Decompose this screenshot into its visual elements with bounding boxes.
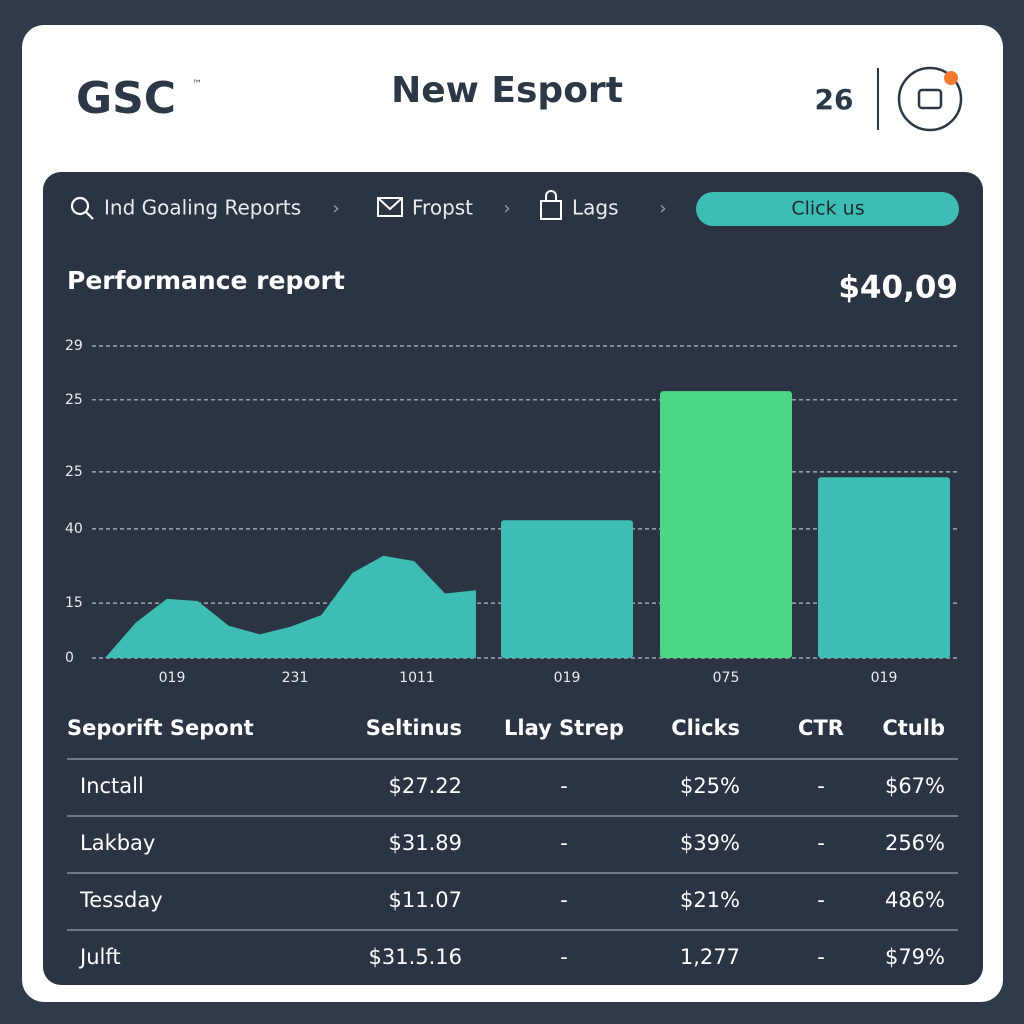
report-title: Performance report [67,266,345,295]
count: 26 [815,83,854,116]
y-tick-label: 29 [65,338,83,354]
chevron: › [659,198,666,219]
cell: Julft [78,945,121,969]
cell: 256% [885,831,945,855]
cell: $31.89 [389,831,462,855]
bar [818,477,950,658]
x-tick-label: 075 [713,670,740,686]
cta-button[interactable]: Click us [696,192,959,226]
y-tick-label: 0 [65,650,74,666]
cell: $11.07 [389,888,462,912]
nav-item: Fropst [412,196,473,220]
table: Seporift Sepont Seltinus Llay Strep Clicks C… [67,716,958,969]
cell: 1,277 [680,945,740,969]
icon [545,190,557,201]
cell: Tessday [79,888,163,912]
column-header: Llay Strep [504,716,624,740]
x-tick-label: 019 [871,670,898,686]
chart: 0 15 40 25 25 29 019 231 1011 019 075 019 [65,338,958,686]
cell: - [817,945,825,969]
chevron: › [503,198,510,219]
cell: Inctall [80,774,144,798]
bar [501,520,633,658]
icon-ring [897,66,963,132]
logo-mark: ™ [192,79,202,90]
page-title: New Esport [391,70,623,111]
x-tick-label: 1011 [399,670,435,686]
icon [70,196,90,216]
cell: Lakbay [80,831,155,855]
logo: GSC [76,73,176,124]
cell: - [560,888,568,912]
icon [377,197,403,211]
y-tick-label: 25 [65,464,83,480]
column-header: Clicks [671,716,740,740]
cell: - [560,774,568,798]
column-header: Ctulb [882,716,945,740]
button-bg [696,192,959,226]
y-tick-label: 25 [65,392,83,408]
chevron: › [332,198,339,219]
cell: $39% [680,831,740,855]
icon [540,200,562,220]
button-label: Click us [791,198,864,220]
icon [917,88,943,110]
column-header: CTR [798,716,844,740]
cell: - [817,888,825,912]
nav-bag[interactable]: Lags [540,190,619,220]
cell: - [560,945,568,969]
column-header: Seltinus [366,716,462,740]
nav-mail[interactable]: Fropst [377,196,473,220]
report-total: $40,09 [838,270,958,306]
nav-search[interactable]: Ind Goaling Reports [70,196,301,220]
cell: - [560,831,568,855]
cell: - [817,831,825,855]
x-tick-label: 019 [554,670,581,686]
cell: $67% [885,774,945,798]
column-header: Seporift Sepont [67,716,254,740]
nav-item: Ind Goaling Reports [104,196,301,220]
cell: $21% [680,888,740,912]
x-tick-label: 231 [282,670,309,686]
bar [660,391,792,658]
area [105,555,476,658]
cell: $79% [885,945,945,969]
cell: $25% [680,774,740,798]
cell: $27.22 [389,774,462,798]
cell: 486% [885,888,945,912]
icon [85,211,94,220]
badge [944,71,958,85]
nav-item: Lags [572,196,619,220]
y-tick-label: 40 [65,521,83,537]
profile-button[interactable] [897,66,963,132]
cell: - [817,774,825,798]
y-tick-label: 15 [65,595,83,611]
cell: $31.5.16 [368,945,462,969]
x-tick-label: 019 [159,670,186,686]
icon [377,197,403,217]
